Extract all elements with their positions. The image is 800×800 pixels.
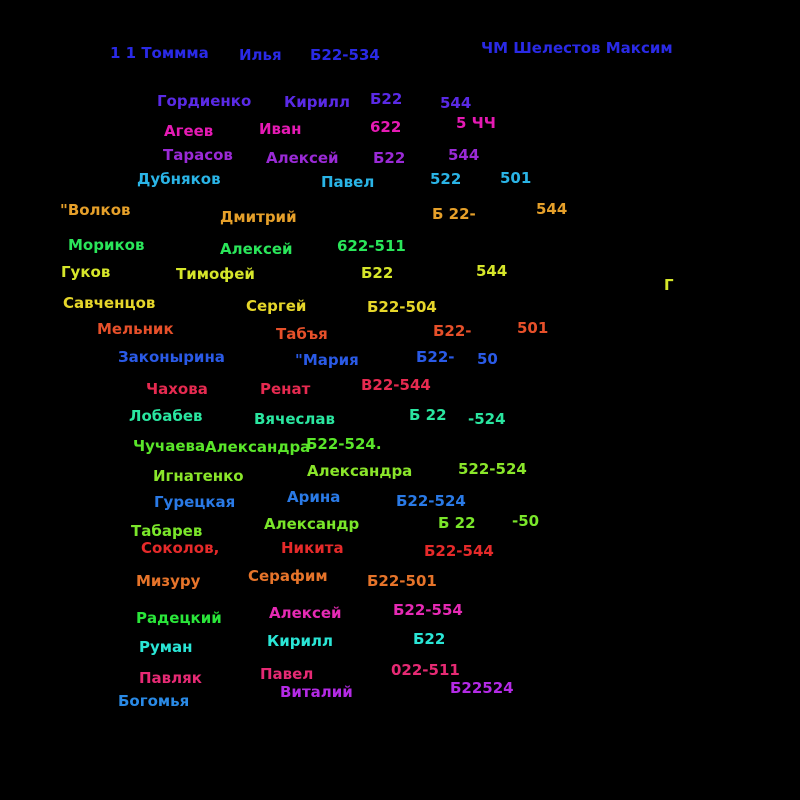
text-label: Арина	[287, 488, 341, 506]
text-label: 522	[430, 170, 462, 188]
text-label: Александра	[307, 462, 413, 480]
text-label: Савченцов	[63, 294, 156, 312]
text-label: Б 22	[438, 514, 476, 532]
text-label: 544	[448, 146, 480, 164]
text-label: 1 1 Томмма	[110, 44, 209, 62]
text-label: Алексей	[269, 604, 342, 622]
text-label: Б22	[361, 264, 394, 282]
text-label: Илья	[239, 46, 282, 64]
text-label: Б22-501	[367, 572, 437, 590]
text-label: Ренат	[260, 380, 311, 398]
text-label: 501	[500, 169, 532, 187]
text-label: Мизуру	[136, 572, 201, 590]
text-label: Руман	[139, 638, 193, 656]
text-label: Чучаева	[133, 437, 206, 455]
text-label: Б22-	[433, 322, 472, 340]
text-label: Мориков	[68, 236, 145, 254]
text-label: Виталий	[280, 683, 353, 701]
text-label: Сергей	[246, 297, 307, 315]
text-label: Лобабев	[129, 407, 203, 425]
text-label: Тарасов	[163, 146, 233, 164]
text-label: Соколов,	[141, 539, 220, 557]
text-label: -50	[512, 512, 540, 530]
text-label: Б22	[373, 149, 406, 167]
text-label: Алексей	[266, 149, 339, 167]
text-label: Б22	[370, 90, 403, 108]
text-label: Вячеслав	[254, 410, 336, 428]
text-label: Гордиенко	[157, 92, 252, 110]
text-label: Мельник	[97, 320, 174, 338]
text-label: 622	[370, 118, 402, 136]
text-label: Игнатенко	[153, 467, 244, 485]
text-label: Агеев	[164, 122, 214, 140]
text-label: Б22-524	[396, 492, 466, 510]
text-label: 501	[517, 319, 549, 337]
text-label: Гуков	[61, 263, 111, 281]
text-label: Б22-554	[393, 601, 463, 619]
text-label: 544	[476, 262, 508, 280]
text-label: Табарев	[131, 522, 203, 540]
text-label: "Мария	[295, 351, 359, 369]
text-label: -524	[468, 410, 506, 428]
text-label: Александра	[205, 438, 311, 456]
text-label: Табъя	[276, 325, 328, 343]
text-label: Дмитрий	[220, 208, 297, 226]
text-label: Чахова	[146, 380, 208, 398]
text-label: Законырина	[118, 348, 225, 366]
text-label: Гурецкая	[154, 493, 236, 511]
text-label: Б22-534	[310, 46, 380, 64]
text-label: 522-524	[458, 460, 527, 478]
text-label: Александр	[264, 515, 360, 533]
text-label: Иван	[259, 120, 302, 138]
text-label: 50	[477, 350, 498, 368]
text-label: Б22-	[416, 348, 455, 366]
text-label: "Волков	[60, 201, 131, 219]
text-label: Дубняков	[137, 170, 221, 188]
text-label: Серафим	[248, 567, 328, 585]
text-label: Кирилл	[267, 632, 333, 650]
text-label: Павел	[260, 665, 314, 683]
text-label: Б 22	[409, 406, 447, 424]
text-label: Никита	[281, 539, 344, 557]
text-label: В22-544	[361, 376, 431, 394]
text-label: Б22524	[450, 679, 514, 697]
text-label: 022-511	[391, 661, 460, 679]
text-label: 622-511	[337, 237, 406, 255]
text-label: Павел	[321, 173, 375, 191]
text-label: Павляк	[139, 669, 202, 687]
text-label: Г	[664, 276, 674, 294]
text-label: Кирилл	[284, 93, 350, 111]
text-label: 544	[440, 94, 472, 112]
text-label: 5 ЧЧ	[456, 114, 496, 132]
text-label: ЧМ Шелестов Максим	[481, 39, 673, 57]
text-label: Б22-524.	[306, 435, 382, 453]
text-label: Тимофей	[176, 265, 255, 283]
text-label: Радецкий	[136, 609, 222, 627]
text-label: Б22	[413, 630, 446, 648]
text-label: Алексей	[220, 240, 293, 258]
text-label: Б22-504	[367, 298, 437, 316]
text-label: Б 22-	[432, 205, 476, 223]
text-label: Б22-544	[424, 542, 494, 560]
text-label: 544	[536, 200, 568, 218]
text-label: Богомья	[118, 692, 190, 710]
